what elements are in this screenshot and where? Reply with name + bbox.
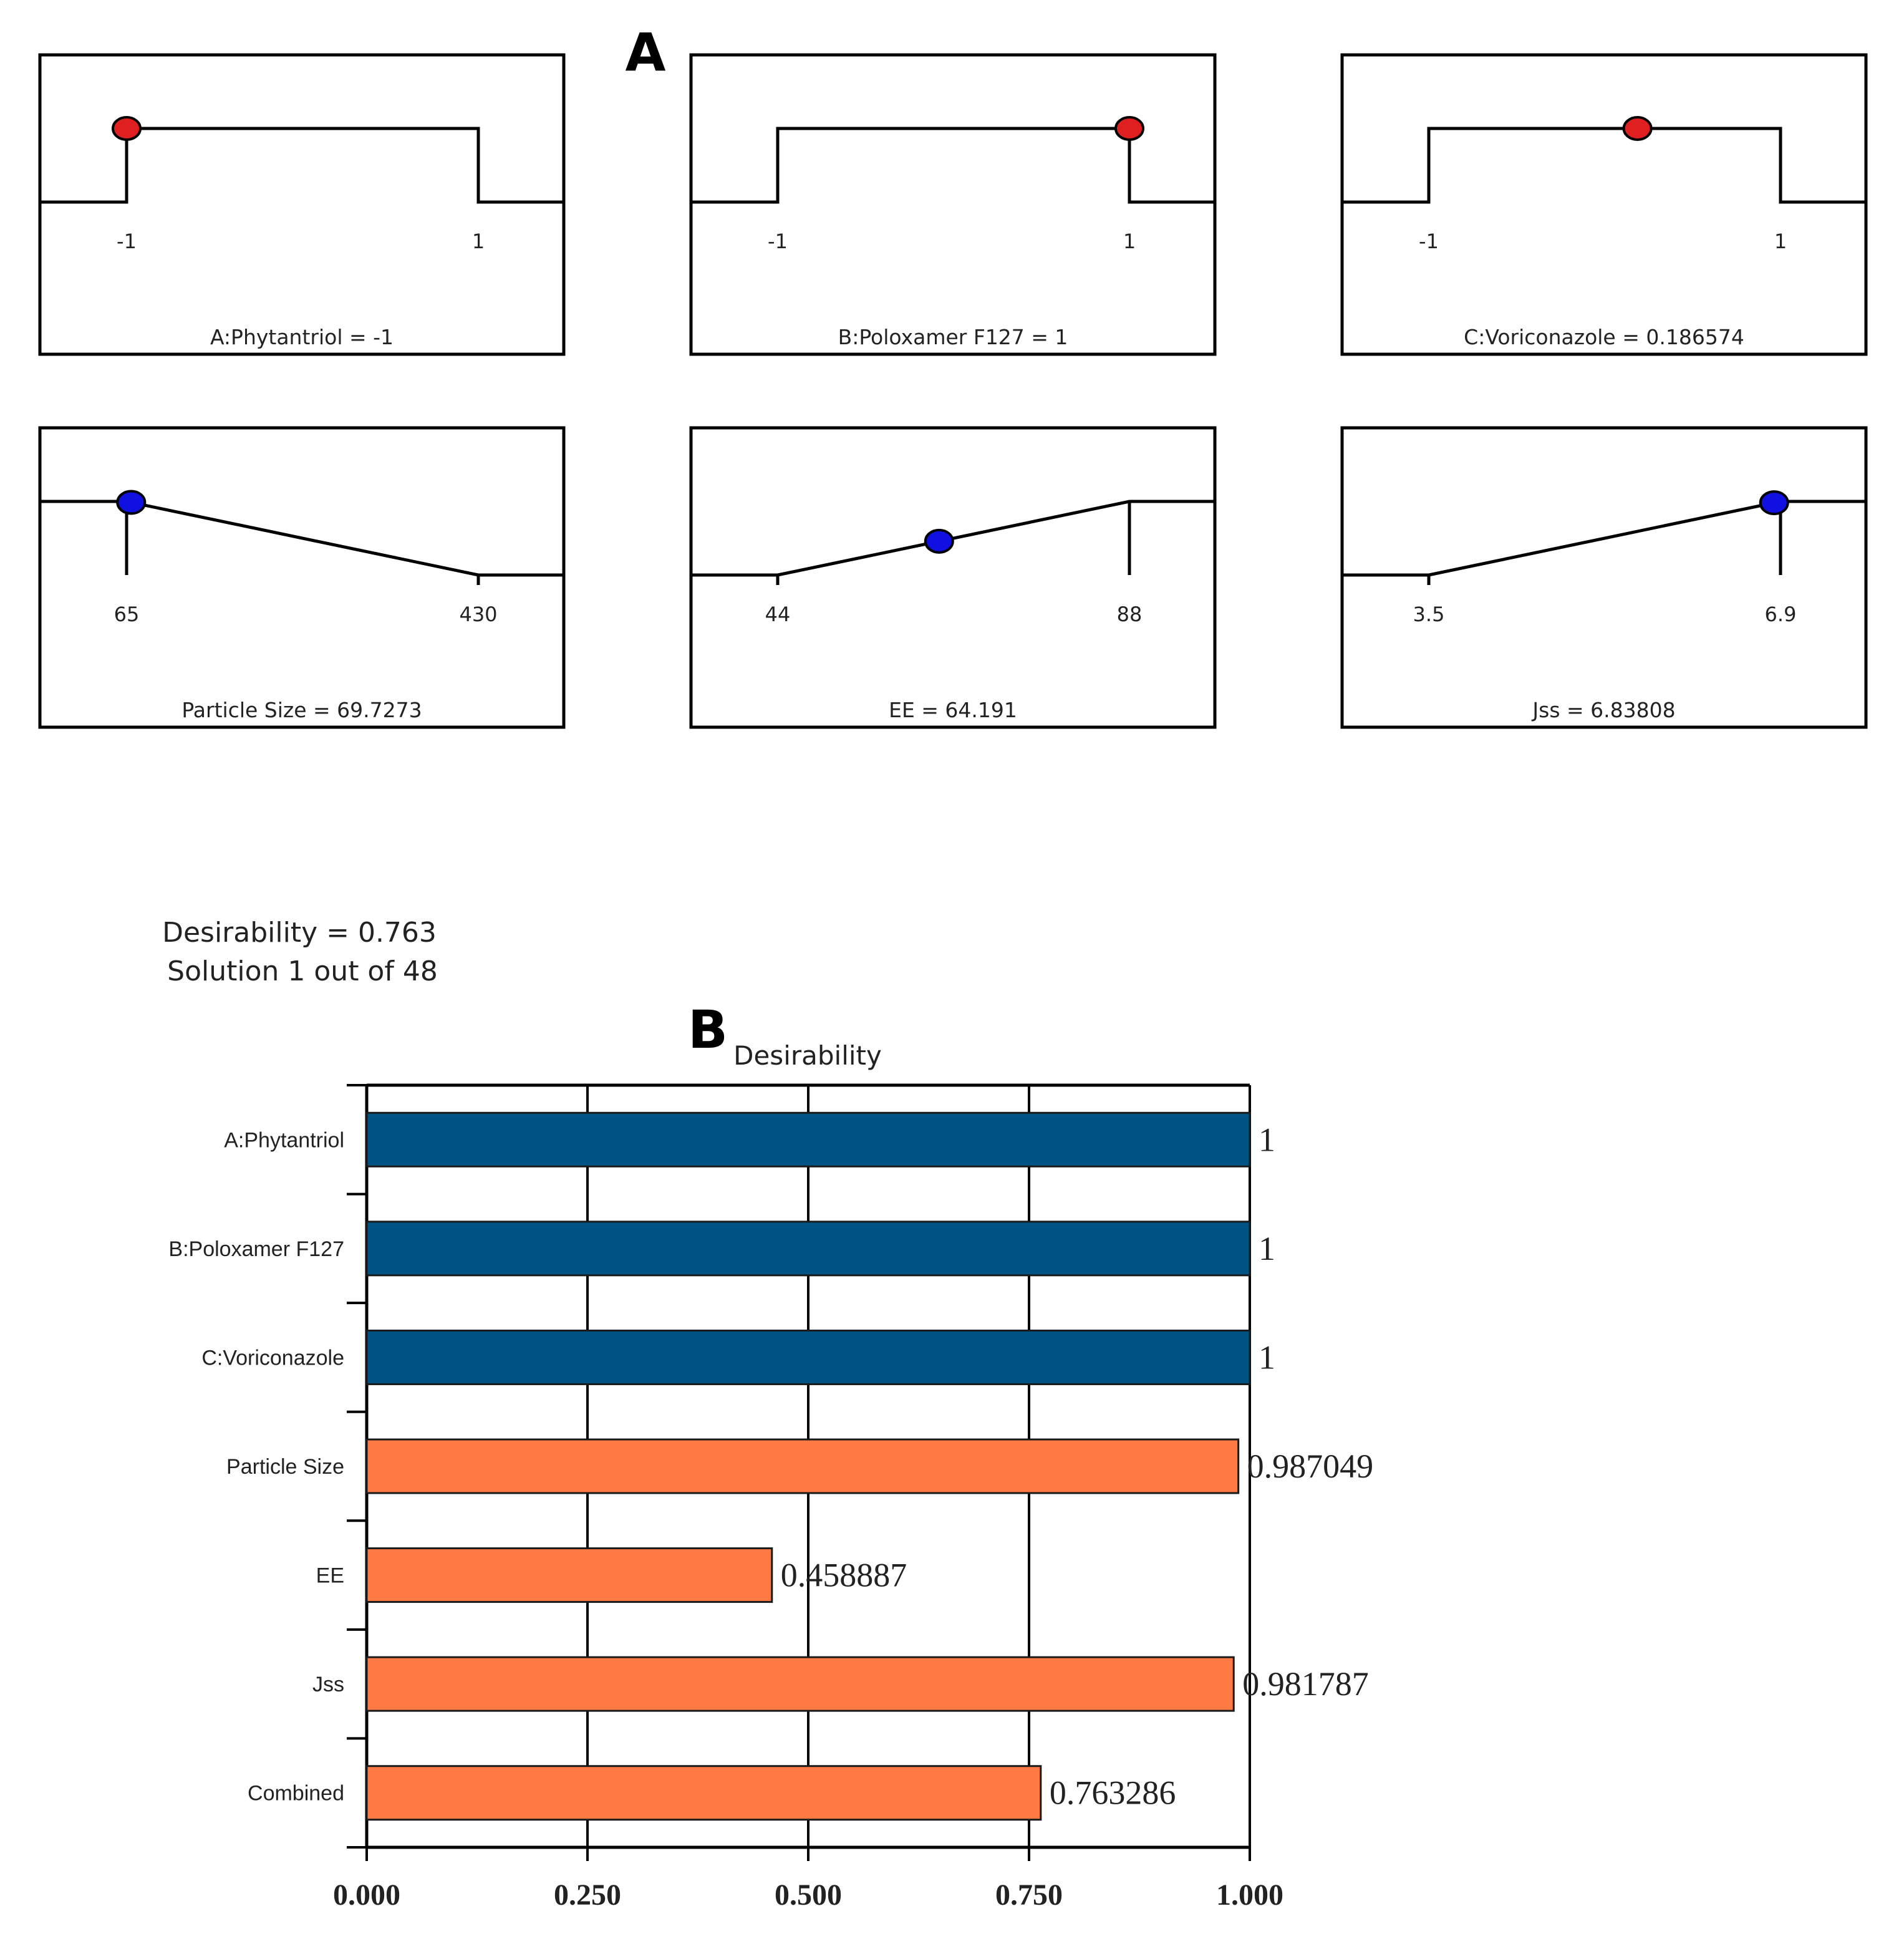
value-label: 1 bbox=[1259, 1230, 1275, 1267]
high-limit-label: 430 bbox=[459, 602, 497, 626]
ramp-plots: -1 1 A:Phytantriol = -1 -1 1 B:Poloxamer F127… bbox=[38, 53, 1868, 729]
ramp-frame bbox=[689, 53, 1217, 356]
value-label: 1 bbox=[1259, 1338, 1275, 1376]
low-limit-label: 3.5 bbox=[1413, 602, 1445, 626]
bar-b-poloxamer-f127 bbox=[365, 1221, 1251, 1277]
ramp-caption: B:Poloxamer F127 = 1 bbox=[838, 325, 1068, 349]
ramp-ee: 44 88 EE = 64.191 bbox=[689, 426, 1217, 729]
value-label: 0.763286 bbox=[1050, 1774, 1176, 1812]
chart-title: Desirability bbox=[733, 1040, 882, 1071]
x-tick-label: 0.500 bbox=[775, 1878, 842, 1912]
x-tick-label: 1.000 bbox=[1216, 1878, 1283, 1912]
x-tick-label: 0.000 bbox=[333, 1878, 400, 1912]
category-label: Particle Size bbox=[226, 1455, 344, 1479]
value-label: 0.458887 bbox=[781, 1557, 907, 1594]
category-label: EE bbox=[316, 1564, 344, 1588]
setting-marker bbox=[924, 528, 954, 554]
bar-c-voriconazole bbox=[365, 1329, 1251, 1385]
low-limit-label: 65 bbox=[114, 602, 140, 626]
ramp-frame bbox=[689, 426, 1217, 729]
ramp-line bbox=[1342, 500, 1866, 577]
category-label: B:Poloxamer F127 bbox=[168, 1237, 344, 1261]
ramp-caption: Jss = 6.83808 bbox=[1531, 698, 1675, 722]
ramp-b-poloxamer-f127: -1 1 B:Poloxamer F127 = 1 bbox=[689, 53, 1217, 356]
ramp-c-voriconazole: -1 1 C:Voriconazole = 0.186574 bbox=[1340, 53, 1868, 356]
value-label: 1 bbox=[1259, 1121, 1275, 1158]
ramp-line bbox=[40, 127, 564, 204]
high-limit-label: 1 bbox=[1774, 230, 1787, 253]
ramp-line bbox=[40, 500, 564, 577]
setting-marker bbox=[1759, 490, 1789, 516]
low-limit-label: 44 bbox=[765, 602, 791, 626]
setting-marker bbox=[112, 116, 142, 141]
ramp-frame bbox=[1340, 53, 1868, 356]
category-label: A:Phytantriol bbox=[224, 1128, 344, 1152]
x-tick-label: 0.250 bbox=[554, 1878, 621, 1912]
panel-a-label: A bbox=[625, 22, 665, 83]
bar-combined bbox=[365, 1765, 1042, 1821]
ramp-caption: Particle Size = 69.7273 bbox=[181, 698, 422, 722]
low-limit-label: -1 bbox=[768, 230, 788, 253]
ramp-a-phytantriol: -1 1 A:Phytantriol = -1 bbox=[38, 53, 566, 356]
ramp-frame bbox=[1340, 426, 1868, 729]
bar-ee bbox=[365, 1547, 773, 1603]
ramp-caption: A:Phytantriol = -1 bbox=[210, 325, 394, 349]
low-limit-label: -1 bbox=[1419, 230, 1439, 253]
ramp-frame bbox=[38, 53, 566, 356]
ramp-particle-size: 65 430 Particle Size = 69.7273 bbox=[38, 426, 566, 729]
bar-particle-size bbox=[365, 1438, 1240, 1494]
panel-b-label: B bbox=[688, 999, 728, 1060]
bar-jss bbox=[365, 1656, 1235, 1712]
panel-a: A -1 1 A:Phytantriol = -1 -1 1 B:Poloxamer F1… bbox=[38, 22, 1868, 987]
panel-b: B Desirability 0.000 0.250 0.500 0.750 1.000… bbox=[168, 999, 1373, 1912]
solution-summary: Solution 1 out of 48 bbox=[167, 955, 438, 987]
ramp-caption: EE = 64.191 bbox=[889, 698, 1017, 722]
desirability-summary: Desirability = 0.763 bbox=[162, 917, 437, 949]
category-label: Jss bbox=[312, 1673, 344, 1696]
category-label: C:Voriconazole bbox=[201, 1346, 344, 1370]
value-label: 0.987049 bbox=[1247, 1448, 1374, 1485]
high-limit-label: 88 bbox=[1117, 602, 1143, 626]
ramp-line bbox=[1342, 127, 1866, 204]
high-limit-label: 1 bbox=[1123, 230, 1136, 253]
low-limit-label: -1 bbox=[117, 230, 137, 253]
setting-marker bbox=[1114, 116, 1144, 141]
setting-marker bbox=[116, 490, 147, 515]
category-label: Combined bbox=[248, 1782, 344, 1806]
value-label: 0.981787 bbox=[1242, 1665, 1369, 1703]
ramp-line bbox=[691, 127, 1215, 204]
desirability-bar-chart: 0.000 0.250 0.500 0.750 1.000 A:Phytantriol 1 B… bbox=[168, 1083, 1374, 1912]
bar-a-phytantriol bbox=[365, 1111, 1251, 1168]
ramp-caption: C:Voriconazole = 0.186574 bbox=[1464, 325, 1744, 349]
ramp-jss: 3.5 6.9 Jss = 6.83808 bbox=[1340, 426, 1868, 729]
ramp-frame bbox=[38, 426, 566, 729]
x-tick-label: 0.750 bbox=[995, 1878, 1063, 1912]
high-limit-label: 1 bbox=[472, 230, 485, 253]
setting-marker bbox=[1622, 116, 1653, 141]
high-limit-label: 6.9 bbox=[1765, 602, 1797, 626]
